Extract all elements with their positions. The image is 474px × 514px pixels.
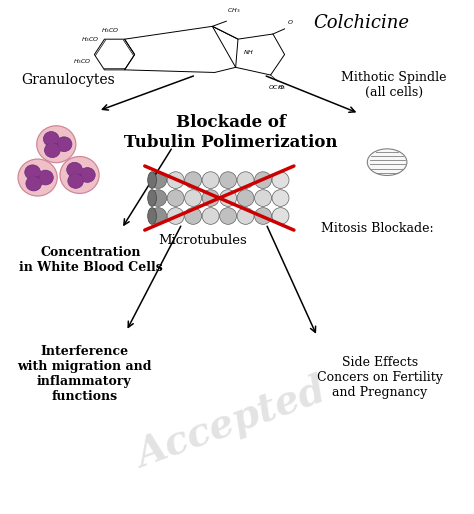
- Ellipse shape: [185, 208, 201, 224]
- Ellipse shape: [202, 208, 219, 224]
- Ellipse shape: [25, 165, 40, 180]
- Text: Concentration
in White Blood Cells: Concentration in White Blood Cells: [19, 246, 163, 273]
- Ellipse shape: [53, 146, 60, 152]
- Text: Colchicine: Colchicine: [313, 13, 410, 31]
- Ellipse shape: [45, 143, 60, 158]
- Ellipse shape: [272, 172, 289, 189]
- Ellipse shape: [67, 162, 82, 177]
- Ellipse shape: [30, 171, 37, 177]
- Ellipse shape: [237, 190, 254, 207]
- Ellipse shape: [80, 168, 95, 182]
- Text: Blockade of: Blockade of: [176, 115, 286, 132]
- Text: Mithotic Spindle
(all cells): Mithotic Spindle (all cells): [341, 71, 447, 99]
- Ellipse shape: [68, 174, 83, 188]
- Text: Interference
with migration and
inflammatory
functions: Interference with migration and inflamma…: [17, 345, 152, 403]
- Ellipse shape: [49, 138, 55, 144]
- Ellipse shape: [38, 178, 45, 184]
- Ellipse shape: [150, 208, 167, 224]
- Ellipse shape: [76, 177, 83, 183]
- Ellipse shape: [53, 136, 60, 142]
- Ellipse shape: [38, 171, 45, 177]
- Ellipse shape: [272, 190, 289, 207]
- Text: $H_3CO$: $H_3CO$: [73, 57, 92, 66]
- Text: $NH$: $NH$: [243, 48, 254, 56]
- Ellipse shape: [237, 208, 254, 224]
- Ellipse shape: [72, 169, 79, 175]
- Text: Microtubules: Microtubules: [159, 234, 247, 247]
- Ellipse shape: [185, 190, 201, 207]
- Text: $O$: $O$: [278, 83, 284, 90]
- Text: $CH_3$: $CH_3$: [227, 6, 240, 14]
- Ellipse shape: [72, 175, 79, 181]
- Text: Tubulin Polimerization: Tubulin Polimerization: [124, 134, 338, 151]
- Ellipse shape: [219, 208, 237, 224]
- Ellipse shape: [150, 172, 167, 189]
- Text: $H_3CO$: $H_3CO$: [101, 26, 120, 35]
- Ellipse shape: [80, 169, 87, 175]
- Ellipse shape: [255, 190, 272, 207]
- Ellipse shape: [367, 149, 407, 175]
- Ellipse shape: [47, 141, 54, 148]
- Text: $O$: $O$: [287, 19, 293, 26]
- Ellipse shape: [28, 174, 36, 180]
- Ellipse shape: [56, 137, 72, 152]
- Ellipse shape: [57, 138, 64, 144]
- Text: $OCH_3$: $OCH_3$: [268, 83, 287, 91]
- Ellipse shape: [71, 172, 77, 178]
- Text: $H_3CO$: $H_3CO$: [81, 35, 100, 44]
- Ellipse shape: [148, 208, 156, 224]
- Ellipse shape: [34, 179, 41, 186]
- Ellipse shape: [82, 172, 89, 178]
- Ellipse shape: [272, 208, 289, 224]
- Text: Mitosis Blockade:: Mitosis Blockade:: [321, 223, 434, 235]
- Ellipse shape: [167, 172, 184, 189]
- Ellipse shape: [44, 132, 59, 146]
- Ellipse shape: [58, 141, 65, 148]
- Text: Side Effects
Concers on Fertility
and Pregnancy: Side Effects Concers on Fertility and Pr…: [317, 356, 443, 399]
- Ellipse shape: [202, 172, 219, 189]
- Ellipse shape: [202, 190, 219, 207]
- Ellipse shape: [40, 174, 46, 180]
- Ellipse shape: [76, 167, 83, 173]
- Ellipse shape: [57, 144, 64, 151]
- Ellipse shape: [36, 126, 76, 162]
- Ellipse shape: [237, 172, 254, 189]
- Text: Granulocytes: Granulocytes: [21, 73, 115, 87]
- Ellipse shape: [37, 170, 53, 185]
- Ellipse shape: [219, 190, 237, 207]
- Ellipse shape: [148, 190, 156, 207]
- Ellipse shape: [219, 172, 237, 189]
- Ellipse shape: [150, 190, 167, 207]
- Ellipse shape: [167, 208, 184, 224]
- Text: Accepted: Accepted: [131, 372, 331, 475]
- Ellipse shape: [255, 172, 272, 189]
- Ellipse shape: [30, 178, 37, 184]
- Ellipse shape: [185, 172, 201, 189]
- Ellipse shape: [80, 175, 87, 181]
- Ellipse shape: [49, 144, 55, 151]
- Ellipse shape: [18, 159, 57, 196]
- Ellipse shape: [26, 176, 42, 191]
- Ellipse shape: [148, 172, 156, 189]
- Ellipse shape: [167, 190, 184, 207]
- Ellipse shape: [60, 157, 99, 193]
- Ellipse shape: [34, 170, 41, 176]
- Ellipse shape: [255, 208, 272, 224]
